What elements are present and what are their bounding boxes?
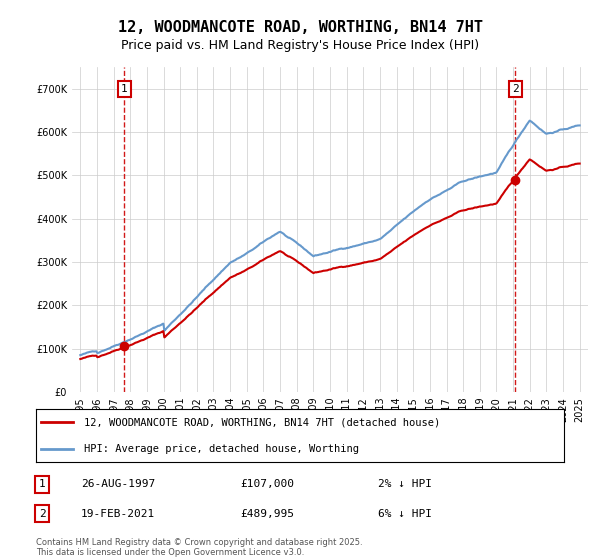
Text: Contains HM Land Registry data © Crown copyright and database right 2025.
This d: Contains HM Land Registry data © Crown c…: [36, 538, 362, 557]
Text: 12, WOODMANCOTE ROAD, WORTHING, BN14 7HT: 12, WOODMANCOTE ROAD, WORTHING, BN14 7HT: [118, 20, 482, 35]
Text: HPI: Average price, detached house, Worthing: HPI: Average price, detached house, Wort…: [83, 444, 359, 454]
Text: 6% ↓ HPI: 6% ↓ HPI: [378, 508, 432, 519]
Text: 2: 2: [38, 508, 46, 519]
Text: £107,000: £107,000: [240, 479, 294, 489]
Text: 26-AUG-1997: 26-AUG-1997: [81, 479, 155, 489]
Text: £489,995: £489,995: [240, 508, 294, 519]
Text: 1: 1: [38, 479, 46, 489]
Text: 2% ↓ HPI: 2% ↓ HPI: [378, 479, 432, 489]
Text: 19-FEB-2021: 19-FEB-2021: [81, 508, 155, 519]
Text: 1: 1: [121, 84, 128, 94]
Text: Price paid vs. HM Land Registry's House Price Index (HPI): Price paid vs. HM Land Registry's House …: [121, 39, 479, 52]
Text: 12, WOODMANCOTE ROAD, WORTHING, BN14 7HT (detached house): 12, WOODMANCOTE ROAD, WORTHING, BN14 7HT…: [83, 417, 440, 427]
Text: 2: 2: [512, 84, 518, 94]
